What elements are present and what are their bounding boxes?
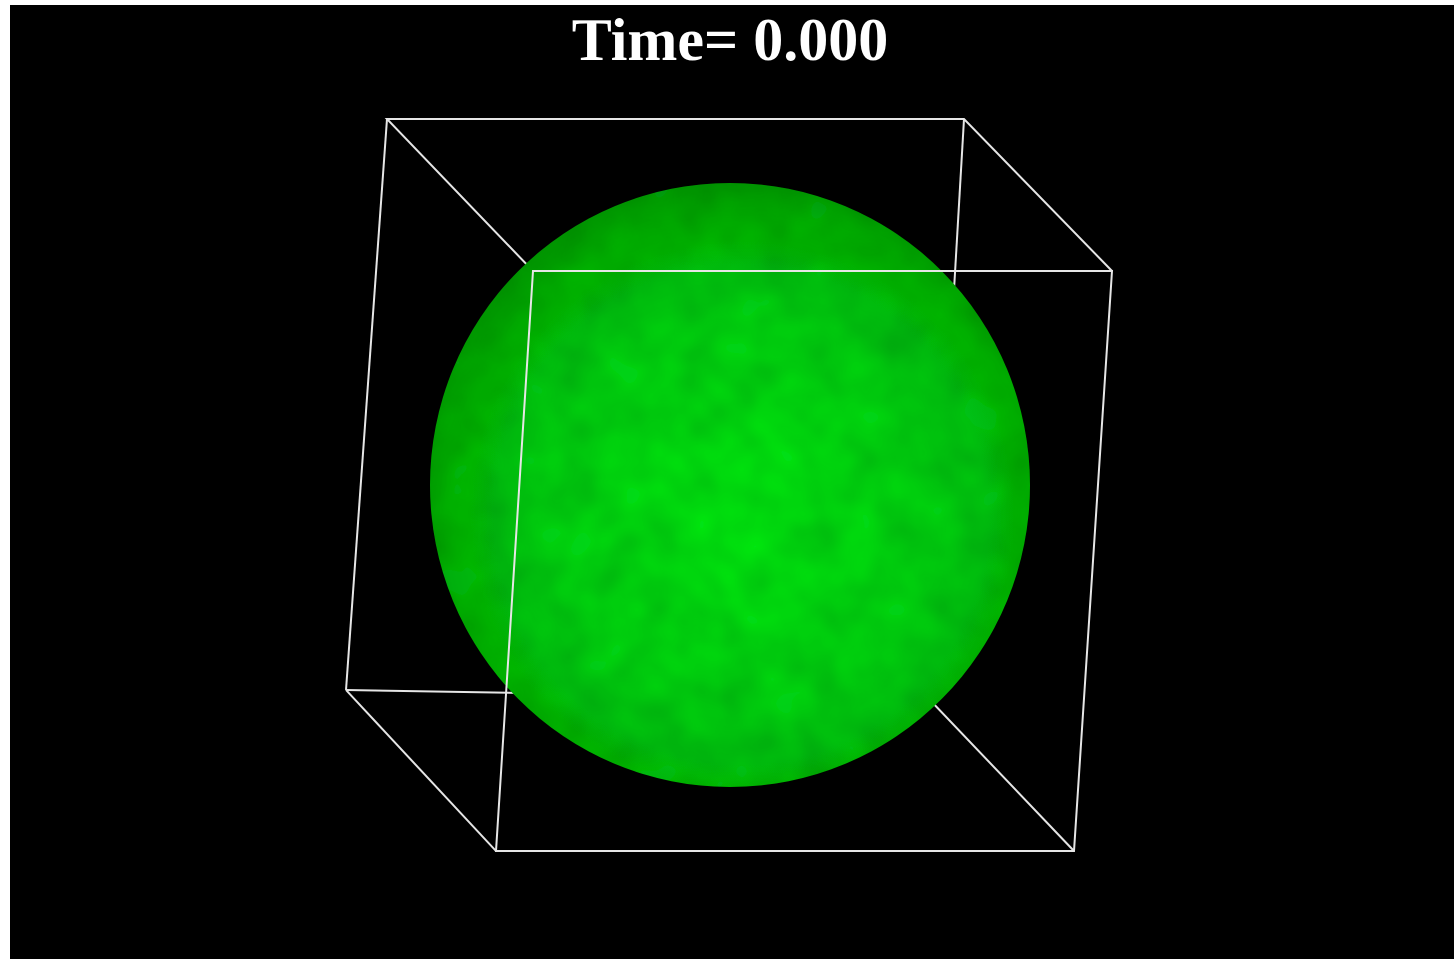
time-label: Time= 0.000 <box>572 7 888 73</box>
page: Time= 0.000 (() => { const data = JSON.p… <box>0 0 1454 963</box>
viewport: Time= 0.000 <box>0 0 1454 963</box>
